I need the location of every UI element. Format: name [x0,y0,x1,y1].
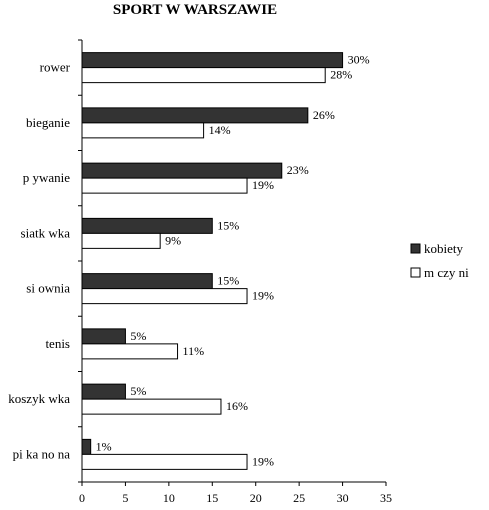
category-label: koszyk wka [8,391,70,406]
bar-mezczyzni [81,177,248,194]
data-label: 15% [217,274,239,288]
x-tick-label: 25 [293,491,305,505]
bar-kobiety [81,217,213,234]
data-label: 19% [252,178,274,192]
x-tick-label: 0 [79,491,85,505]
bar-kobiety [81,438,92,455]
bar-mezczyzni [81,398,222,415]
legend: kobiety m czy ni [410,241,469,280]
category-label: siatk wka [21,225,71,240]
bar-kobiety [81,383,126,400]
category-label: rower [40,60,71,75]
plot-area: 0 5 10 15 20 25 30 35 rower 30%28% bieganie 26% 14% p… [8,39,392,505]
data-label: 5% [130,329,146,343]
legend-label-mezczyzni: m czy ni [424,265,469,280]
data-label: 14% [209,123,231,137]
bar-kobiety [81,107,309,124]
bar-kobiety [81,273,213,290]
data-label: 9% [165,233,181,247]
bar-kobiety [81,52,344,69]
data-label: 1% [96,439,112,453]
data-label: 19% [252,289,274,303]
x-tick-label: 35 [380,491,392,505]
bar-mezczyzni [81,232,161,249]
bar-kobiety [81,328,126,345]
data-label: 26% [313,108,335,122]
bar-mezczyzni [81,122,205,139]
category-label: tenis [45,336,70,351]
legend-swatch-mezczyzni [410,267,421,278]
data-label: 11% [183,344,205,358]
data-label: 16% [226,399,248,413]
legend-swatch-kobiety [410,243,421,254]
data-label: 19% [252,454,274,468]
data-label: 15% [217,218,239,232]
x-tick-label: 5 [122,491,128,505]
data-label: 23% [287,163,309,177]
data-label: 30% [348,53,370,67]
x-tick-label: 30 [337,491,349,505]
chart-title: SPORT W WARSZAWIE [113,2,277,18]
x-tick-label: 10 [163,491,175,505]
x-tick-label: 15 [206,491,218,505]
data-label: 5% [130,384,146,398]
category-label: pi ka no na [13,446,71,461]
bar-mezczyzni [81,67,326,84]
bar-mezczyzni [81,288,248,305]
legend-label-kobiety: kobiety [424,241,463,256]
bar-mezczyzni [81,453,248,470]
category-label: bieganie [26,115,70,130]
category-label: si ownia [26,281,70,296]
bar-mezczyzni [81,343,179,360]
category-label: p ywanie [23,170,71,185]
data-label: 28% [330,68,352,82]
bar-kobiety [81,162,283,179]
x-tick-label: 20 [250,491,262,505]
